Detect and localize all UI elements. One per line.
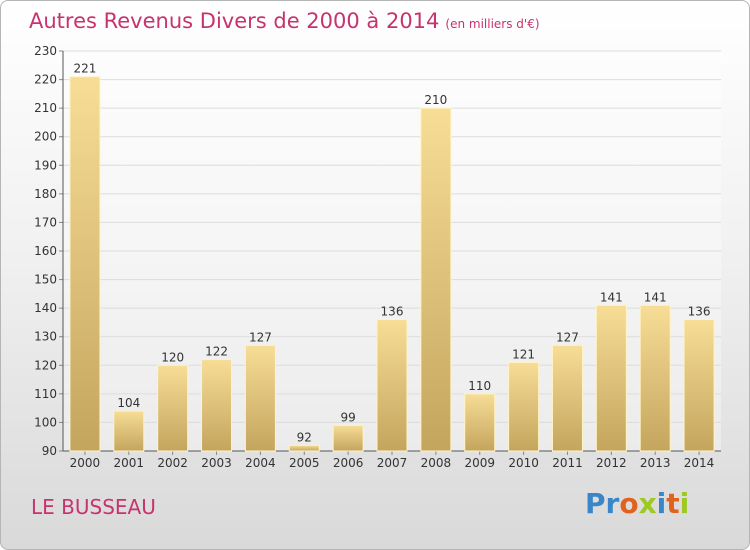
x-tick-label: 2012 (596, 456, 627, 470)
x-tick-label: 2014 (684, 456, 715, 470)
data-label-2013: 141 (644, 290, 667, 304)
bar-2008 (420, 107, 452, 452)
y-tick-label: 220 (34, 73, 57, 87)
data-label-2005: 92 (297, 430, 312, 444)
x-tick-label: 2001 (114, 456, 145, 470)
bar-2004 (244, 344, 276, 452)
data-labels: 221 104 120 122 127 92 99 136 210 110 121 127 141 141… (73, 62, 710, 445)
bar-2005 (288, 444, 320, 452)
bar-2002 (157, 364, 189, 452)
data-label-2006: 99 (340, 410, 355, 424)
x-tick-label: 2008 (421, 456, 452, 470)
bar-2003 (201, 359, 233, 452)
bar-2011 (551, 344, 583, 452)
bar-2001 (113, 410, 145, 452)
data-label-2003: 122 (205, 345, 228, 359)
y-tick-label: 230 (34, 44, 57, 58)
bars (69, 76, 715, 452)
x-tick-label: 2000 (70, 456, 101, 470)
data-label-2014: 136 (688, 305, 711, 319)
data-label-2002: 120 (161, 350, 184, 364)
bar-2009 (464, 393, 496, 452)
y-tick-label: 200 (34, 130, 57, 144)
y-tick-label: 110 (34, 387, 57, 401)
logo-letter: r (605, 487, 620, 520)
y-tick-label: 160 (34, 244, 57, 258)
data-label-2007: 136 (381, 305, 404, 319)
data-label-2012: 141 (600, 290, 623, 304)
y-tick-label: 90 (42, 444, 57, 458)
x-tick-label: 2002 (157, 456, 188, 470)
data-label-2011: 127 (556, 330, 579, 344)
logo-letter: P (585, 487, 606, 520)
chart-title: Autres Revenus Divers de 2000 à 2014 (en … (29, 9, 540, 33)
y-tick-label: 120 (34, 358, 57, 372)
x-tick-label: 2003 (201, 456, 232, 470)
data-label-2000: 221 (73, 62, 96, 76)
y-tick-label: 150 (34, 273, 57, 287)
chart-subtitle: (en milliers d'€) (445, 17, 540, 31)
bar-2012 (595, 304, 627, 452)
x-tick-label: 2006 (333, 456, 364, 470)
y-tick-label: 140 (34, 301, 57, 315)
y-tick-label: 100 (34, 415, 57, 429)
place-name: LE BUSSEAU (31, 495, 156, 519)
data-label-2004: 127 (249, 330, 272, 344)
y-tick-label: 210 (34, 101, 57, 115)
logo-letter: t (666, 487, 680, 520)
bar-2013 (639, 304, 671, 452)
y-tick-label: 180 (34, 187, 57, 201)
x-tick-label: 2007 (377, 456, 408, 470)
bar-2007 (376, 319, 408, 452)
data-label-2009: 110 (468, 379, 491, 393)
data-label-2001: 104 (117, 396, 140, 410)
y-tick-label: 190 (34, 158, 57, 172)
data-label-2008: 210 (424, 93, 447, 107)
y-tick-label: 130 (34, 330, 57, 344)
bar-2000 (69, 76, 101, 452)
bar-2006 (332, 424, 364, 452)
logo-letter: x (638, 487, 657, 520)
x-tick-label: 2004 (245, 456, 276, 470)
x-tick-label: 2009 (464, 456, 495, 470)
x-tick-label: 2005 (289, 456, 320, 470)
logo-letter: i (656, 487, 667, 520)
bar-2010 (508, 361, 540, 452)
x-tick-label: 2010 (508, 456, 539, 470)
proxiti-logo[interactable]: Proxiti (585, 487, 689, 520)
x-tick-label: 2011 (552, 456, 583, 470)
logo-letter: i (679, 487, 690, 520)
x-tick-label: 2013 (640, 456, 671, 470)
y-tick-label: 170 (34, 215, 57, 229)
chart-title-text: Autres Revenus Divers de 2000 à 2014 (29, 9, 440, 33)
bar-2014 (683, 319, 715, 452)
data-label-2010: 121 (512, 347, 535, 361)
logo-letter: o (619, 487, 639, 520)
